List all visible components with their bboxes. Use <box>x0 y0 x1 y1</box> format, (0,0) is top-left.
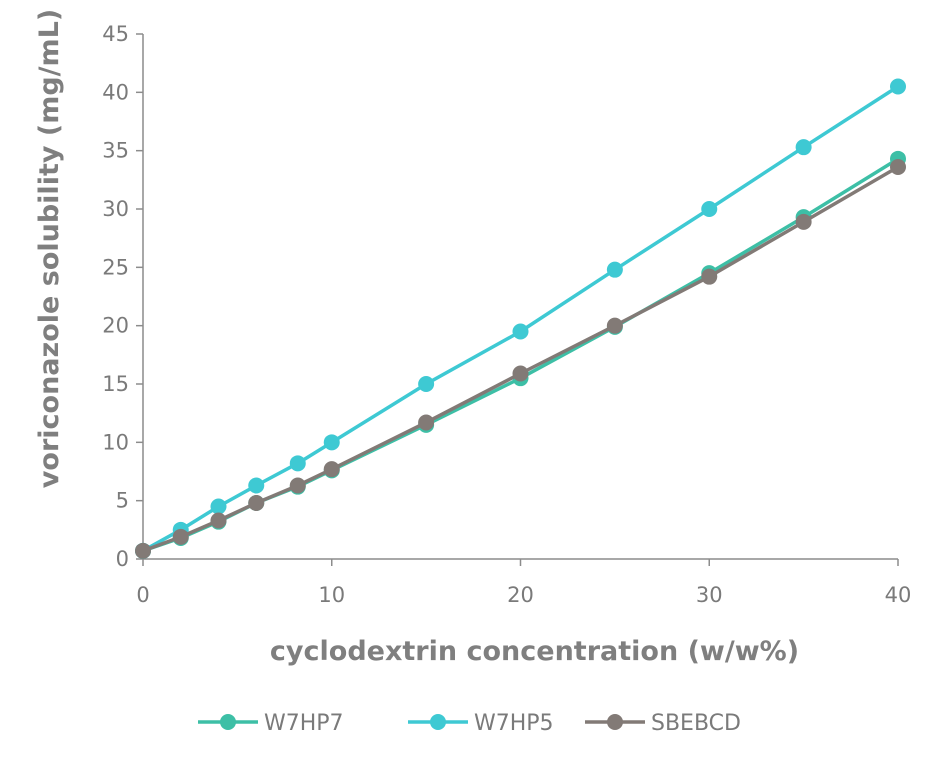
legend-marker <box>430 714 446 730</box>
legend: W7HP7 W7HP5 SBEBCD <box>198 711 741 736</box>
data-point <box>248 495 265 511</box>
legend-item-w7hp7: W7HP7 <box>198 711 344 736</box>
data-point <box>701 268 718 285</box>
y-tick-label: 15 <box>102 372 129 396</box>
data-point <box>512 365 529 382</box>
x-axis-ticks: 0 10 20 30 40 <box>136 559 911 607</box>
legend-label: SBEBCD <box>651 711 741 736</box>
y-tick-label: 10 <box>102 430 129 454</box>
data-point <box>210 498 227 515</box>
x-tick-label: 30 <box>696 583 723 607</box>
data-point <box>289 455 306 472</box>
x-tick-label: 10 <box>318 583 345 607</box>
y-axis-title: voriconazole solubility (mg/mL) <box>34 9 65 488</box>
legend-item-sbebcd: SBEBCD <box>585 711 741 736</box>
data-point <box>890 159 906 175</box>
series-layer <box>135 78 906 559</box>
y-tick-label: 35 <box>102 139 129 163</box>
y-tick-label: 0 <box>116 547 129 571</box>
x-tick-label: 20 <box>507 583 534 607</box>
legend-label: W7HP5 <box>474 711 554 736</box>
x-axis-title: cyclodextrin concentration (w/w%) <box>270 636 799 667</box>
data-point <box>210 512 227 529</box>
data-point <box>172 528 189 545</box>
y-tick-label: 30 <box>102 197 129 221</box>
series-w7hp5 <box>135 78 906 559</box>
legend-item-w7hp5: W7HP5 <box>408 711 554 736</box>
y-tick-label: 5 <box>116 489 129 513</box>
y-axis-ticks: 0 5 10 15 20 25 30 35 40 45 <box>102 22 143 571</box>
legend-marker <box>607 714 623 730</box>
data-point <box>323 461 340 478</box>
data-point <box>795 139 812 156</box>
data-point <box>418 376 435 392</box>
legend-marker <box>220 714 236 730</box>
data-point <box>323 434 340 451</box>
x-tick-label: 40 <box>885 583 912 607</box>
y-tick-label: 25 <box>102 255 129 279</box>
data-point <box>606 261 623 278</box>
legend-label: W7HP7 <box>264 711 344 736</box>
data-point <box>135 542 151 559</box>
data-point <box>512 323 529 340</box>
y-tick-label: 20 <box>102 314 129 338</box>
data-point <box>606 317 623 334</box>
data-point <box>248 477 265 494</box>
data-point <box>890 78 906 95</box>
series-sbebcd <box>135 159 906 559</box>
y-tick-label: 45 <box>102 22 129 46</box>
data-point <box>418 414 435 431</box>
data-point <box>795 213 812 230</box>
data-point <box>701 201 718 217</box>
x-tick-label: 0 <box>136 583 149 607</box>
data-point <box>289 477 306 494</box>
y-tick-label: 40 <box>102 80 129 104</box>
